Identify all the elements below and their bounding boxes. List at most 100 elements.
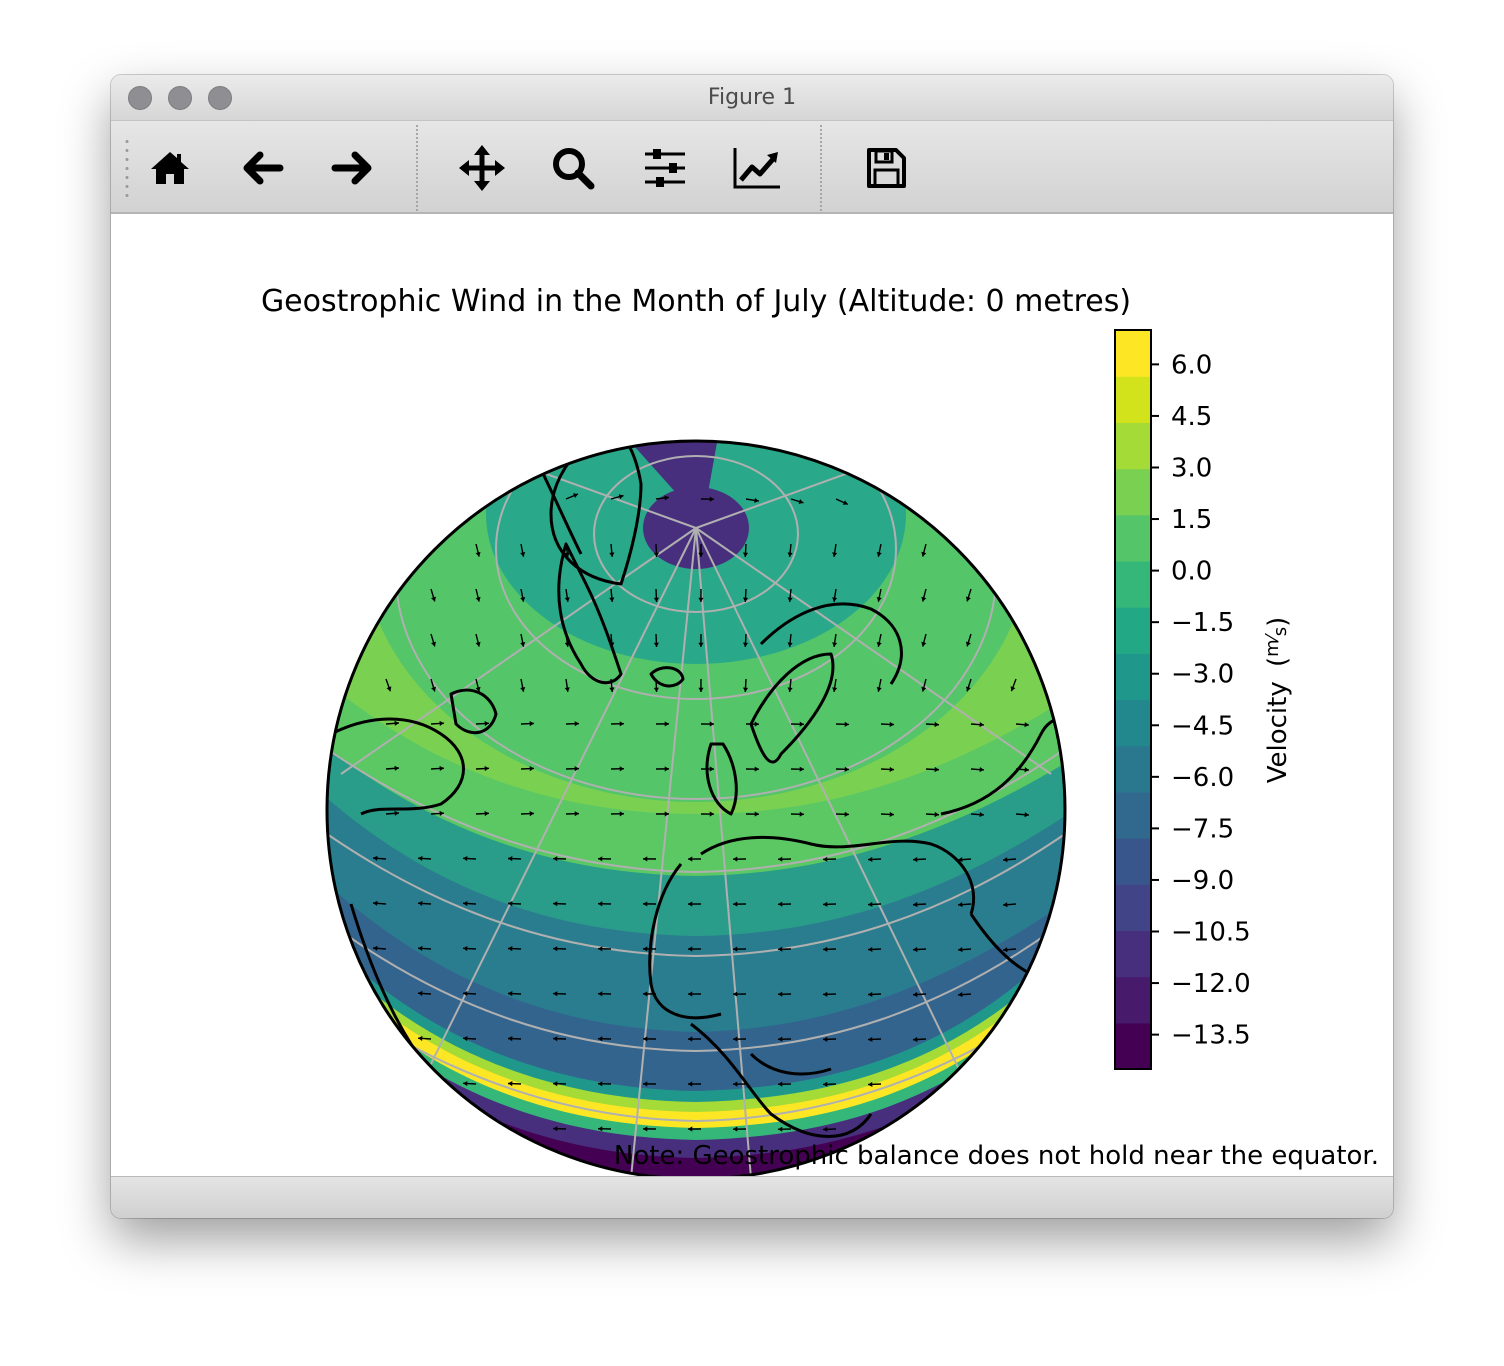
wind-vector-head (778, 946, 783, 952)
wind-vector-head (553, 856, 558, 862)
wind-vector-head (431, 686, 436, 692)
wind-vector-head (475, 551, 481, 557)
colorbar-tick-label: −3.0 (1171, 660, 1234, 690)
wind-vector-head (799, 811, 804, 817)
edit-axes-button[interactable] (732, 143, 782, 193)
colorbar-swatch (1115, 884, 1151, 932)
arrow-left-icon (243, 151, 284, 185)
figure-canvas[interactable]: Geostrophic Wind in the Month of July (A… (111, 214, 1393, 1181)
wind-vector-head (733, 1126, 738, 1132)
toolbar-grip[interactable] (125, 137, 129, 199)
wind-vector-head (709, 496, 714, 502)
line-chart-icon (733, 148, 780, 189)
configure-subplots-button[interactable] (640, 143, 690, 193)
title-bar[interactable]: Figure 1 (111, 75, 1393, 120)
wind-vector-head (475, 641, 481, 647)
zoom-tool-button[interactable] (548, 143, 598, 193)
colorbar-swatch (1115, 560, 1151, 608)
wind-vector-head (868, 901, 873, 907)
minimize-button[interactable] (168, 86, 192, 110)
wind-vector-head (889, 721, 894, 727)
wind-vector-head (979, 722, 984, 728)
wind-vector-head (876, 687, 882, 692)
wind-vector-head (754, 766, 759, 772)
wind-vector-head (598, 901, 603, 907)
plot-figure[interactable]: Geostrophic Wind in the Month of July (A… (111, 214, 1393, 1181)
wind-vector-head (868, 991, 873, 997)
wind-vector-head (439, 810, 444, 816)
wind-vector-head (754, 497, 759, 503)
wind-vector-head (868, 946, 873, 952)
wind-vector-head (742, 597, 749, 602)
wind-vector-head (418, 900, 423, 906)
wind-vector-head (643, 946, 648, 952)
wind-vector-head (598, 1126, 603, 1132)
wind-vector-head (921, 596, 927, 602)
wind-vector-head (1024, 812, 1029, 818)
colorbar-swatch (1115, 838, 1151, 885)
wind-vector-head (778, 901, 783, 907)
back-button[interactable] (237, 143, 287, 193)
wind-vector-head (653, 642, 659, 647)
wind-vector-head (778, 1081, 783, 1087)
colorbar-tick-label: 6.0 (1171, 350, 1212, 380)
wind-vector-head (643, 856, 648, 862)
wind-vector-head (844, 811, 849, 817)
wind-vector-head (688, 1036, 693, 1042)
save-button[interactable] (861, 143, 911, 193)
colorbar-swatch (1115, 976, 1151, 1024)
colorbar-swatch (1115, 1022, 1151, 1070)
colorbar-ticks: 6.0 4.5 3.0 1.5 0.0 −1.5 −3.0 −4.5 −6.0 −7.5 −9.0 −… (1151, 350, 1251, 1051)
wind-vector-head (520, 642, 526, 647)
wind-vector-head (958, 947, 963, 953)
colorbar-tick-label: −6.0 (1171, 763, 1234, 793)
wind-vector-head (619, 766, 624, 772)
wind-vector-head (463, 945, 468, 952)
close-button[interactable] (128, 86, 152, 110)
wind-vector-head (564, 552, 570, 557)
wind-vector-head (733, 901, 738, 907)
wind-vector-head (1024, 767, 1029, 773)
wind-vector-head (709, 811, 714, 817)
wind-vector-head (979, 767, 984, 773)
wind-vector-head (934, 766, 939, 773)
colorbar-tick-label: 0.0 (1171, 557, 1212, 587)
wind-vector-head (868, 856, 873, 862)
home-button[interactable] (145, 143, 195, 193)
wind-vector-head (520, 597, 526, 602)
colorbar-tick-label: 4.5 (1171, 402, 1212, 432)
wind-vector-head (868, 1036, 873, 1042)
wind-vector-head (832, 642, 838, 647)
wind-vector-head (574, 721, 579, 727)
colorbar-frame (1114, 329, 1152, 1070)
colorbar-tick-label: 3.0 (1171, 453, 1212, 483)
wind-vector-head (709, 721, 714, 727)
wind-vector-head (979, 812, 984, 818)
wind-vector-head (698, 597, 704, 602)
wind-vector-head (394, 765, 399, 771)
wind-vector-head (778, 991, 783, 997)
wind-vector-head (484, 765, 489, 772)
wind-vector-head (958, 857, 963, 863)
pan-button[interactable] (457, 143, 507, 193)
wind-vector-head (598, 991, 603, 997)
wind-vector-head (688, 946, 693, 952)
wind-vector-head (688, 1126, 693, 1132)
wind-vector-head (754, 811, 759, 817)
wind-vector-head (889, 811, 894, 817)
wind-vector-head (463, 1080, 468, 1087)
wind-vector-head (823, 1036, 828, 1042)
wind-vector-head (484, 720, 489, 727)
wind-vector-head (598, 946, 603, 952)
forward-button[interactable] (328, 143, 378, 193)
wind-vector-head (733, 856, 738, 862)
wind-vector-head (553, 901, 558, 907)
zoom-button[interactable] (208, 86, 232, 110)
wind-vector-head (799, 766, 804, 772)
wind-vector-head (798, 499, 804, 505)
wind-vector-head (733, 1081, 738, 1087)
wind-vector-head (394, 720, 399, 726)
wind-vector-head (573, 493, 578, 499)
wind-vector-head (868, 1081, 873, 1087)
wind-vector-head (553, 1126, 558, 1132)
